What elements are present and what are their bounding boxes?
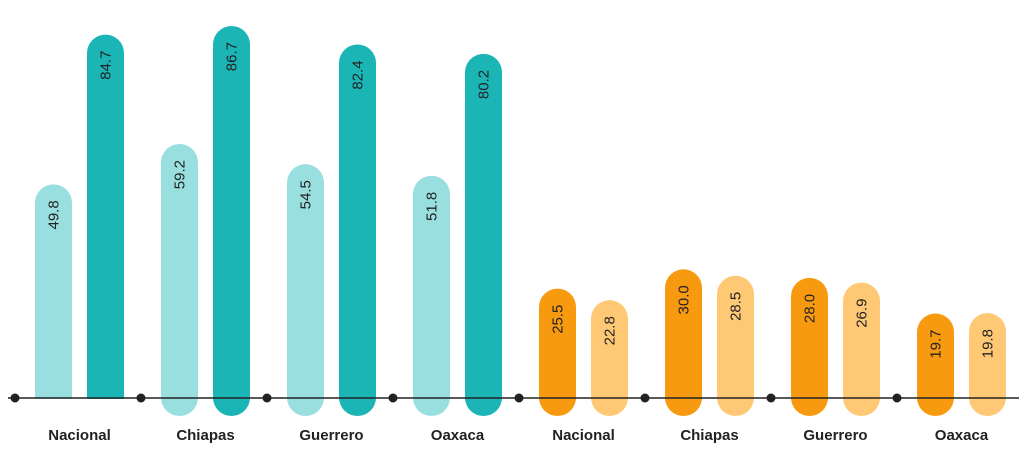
bar [161,143,198,416]
bar [665,269,702,416]
category-label: Oaxaca [935,427,989,444]
baseline-mask [0,399,1019,421]
axis-dot [388,393,398,403]
axis-dot [640,393,650,403]
category-label: Nacional [48,427,111,444]
bar [213,26,250,416]
bar-value-label: 86.7 [224,42,241,71]
bar [917,313,954,416]
bar [339,44,376,416]
axis-dot [136,393,146,403]
category-label: Chiapas [680,427,738,444]
axis-dot [892,393,902,403]
bar-value-label: 26.9 [854,299,871,328]
bar [287,164,324,416]
category-label: Guerrero [299,427,363,444]
bar-value-label: 25.5 [550,305,567,334]
bar [717,275,754,416]
bar-value-label: 19.7 [928,329,945,358]
bar-value-label: 84.7 [98,51,115,80]
bar [539,288,576,416]
axis-dot [10,393,20,403]
bar-value-label: 22.8 [602,316,619,345]
bar-value-label: 19.8 [980,329,997,358]
category-label: Nacional [552,427,615,444]
bar [591,300,628,416]
bar [969,313,1006,416]
bar [465,53,502,416]
category-label: Chiapas [176,427,234,444]
bar-value-label: 80.2 [476,70,493,99]
bar-value-label: 59.2 [172,160,189,189]
bar-value-label: 28.0 [802,294,819,323]
bar [413,175,450,416]
bar [843,282,880,416]
axis-dot [514,393,524,403]
bar [791,277,828,416]
axis-dot [766,393,776,403]
bar-value-label: 30.0 [676,285,693,314]
axis-dot [262,393,272,403]
bar-value-label: 49.8 [46,200,63,229]
bar [35,184,72,416]
category-label: Oaxaca [431,427,485,444]
bar-value-label: 51.8 [424,192,441,221]
bar [87,34,124,417]
bar-value-label: 28.5 [728,292,745,321]
bar-value-label: 82.4 [350,60,367,89]
category-label: Guerrero [803,427,867,444]
bar-value-label: 54.5 [298,180,315,209]
